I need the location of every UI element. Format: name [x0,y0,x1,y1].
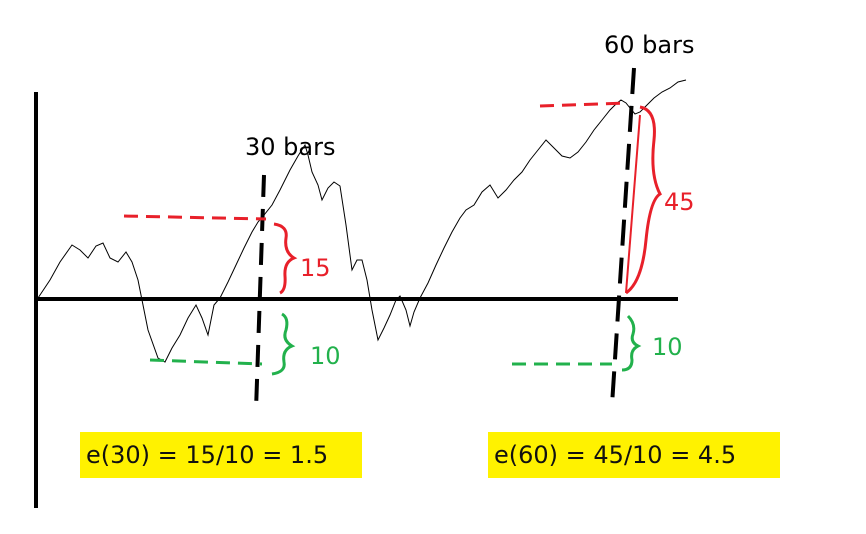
label-gain-30: 15 [300,254,331,282]
green-brace-60 [621,314,642,372]
red-level-30 [123,214,267,221]
label-loss-60: 10 [652,333,683,361]
red-gain-line-60 [625,114,641,294]
red-brace-60 [625,105,662,295]
label-gain-60: 45 [664,188,695,216]
label-loss-30: 10 [310,342,341,370]
price-path [37,79,687,363]
marker-30-bars [254,174,266,411]
formula-e30: e(30) = 15/10 = 1.5 [80,432,362,478]
green-brace-30 [271,312,296,376]
green-level-30 [149,358,263,366]
formula-e60: e(60) = 45/10 = 4.5 [488,432,780,478]
red-level-60 [539,101,627,108]
red-brace-30 [273,222,298,295]
marker-60-bars [610,67,636,406]
label-60-bars: 60 bars [604,31,694,59]
label-30-bars: 30 bars [245,133,335,161]
